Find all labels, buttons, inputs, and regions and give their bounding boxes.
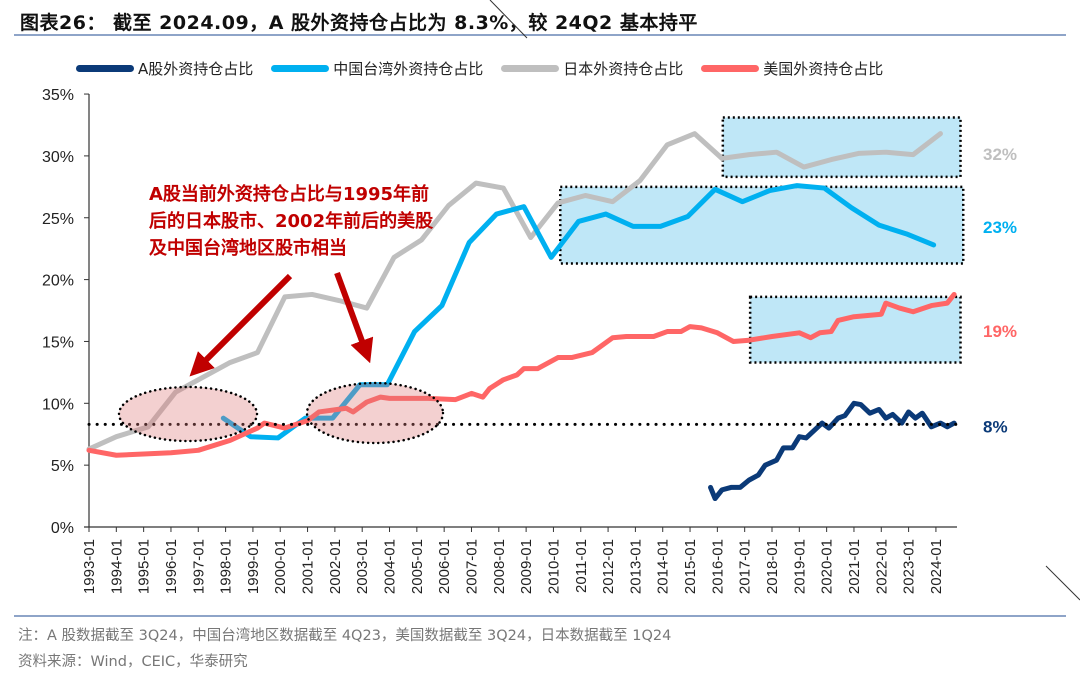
legend-item: A股外资持仓占比 — [76, 58, 253, 79]
annotation-text: 及中国台湾地区股市相当 — [149, 237, 347, 259]
title-divider — [14, 34, 1066, 36]
y-tick-label: 15% — [42, 334, 74, 351]
footer-divider — [14, 615, 1066, 617]
x-tick-label: 2017-01 — [737, 539, 754, 594]
series-end-label: 8% — [983, 417, 1008, 436]
x-tick-label: 2018-01 — [764, 539, 781, 594]
series-line-2 — [86, 131, 943, 452]
x-tick-label: 2008-01 — [491, 539, 508, 594]
chart-source: 资料来源：Wind，CEIC，华泰研究 — [18, 654, 248, 670]
x-tick-label: 2023-01 — [901, 539, 918, 594]
highlight-ellipse — [117, 385, 259, 443]
annotation-text: A股当前外资持仓占比与1995年前 — [149, 183, 429, 205]
legend-swatch — [701, 65, 760, 72]
series-end-label: 23% — [983, 218, 1017, 237]
annotation-arrow — [189, 273, 293, 377]
legend-item: 美国外资持仓占比 — [701, 58, 883, 79]
annotation-arrow — [334, 271, 374, 364]
x-tick-label: 1998-01 — [218, 539, 235, 594]
x-tick-label: 1999-01 — [245, 539, 262, 594]
legend-label: A股外资持仓占比 — [138, 60, 254, 78]
legend-item: 中国台湾外资持仓占比 — [271, 58, 483, 79]
x-tick-label: 2015-01 — [682, 539, 699, 594]
legend: A股外资持仓占比 中国台湾外资持仓占比 日本外资持仓占比 美国外资持仓占比 — [76, 58, 883, 79]
x-tick-label: 2003-01 — [354, 539, 371, 594]
highlight-ellipse — [305, 381, 445, 445]
decorative-line — [489, 0, 528, 39]
x-tick-label: 2009-01 — [518, 539, 535, 594]
decorative-line — [1045, 565, 1080, 601]
x-tick-label: 2005-01 — [409, 539, 426, 594]
legend-item: 日本外资持仓占比 — [501, 58, 683, 79]
y-tick-label: 35% — [42, 87, 74, 104]
y-tick-label: 30% — [42, 149, 74, 166]
x-tick-label: 1997-01 — [190, 539, 207, 594]
x-tick-label: 2013-01 — [627, 539, 644, 594]
x-tick-label: 1993-01 — [81, 539, 98, 594]
x-tick-label: 2006-01 — [436, 539, 453, 594]
x-tick-label: 2022-01 — [873, 539, 890, 594]
legend-label: 中国台湾外资持仓占比 — [333, 60, 484, 78]
x-tick-label: 2010-01 — [545, 539, 562, 594]
x-tick-label: 1996-01 — [163, 539, 180, 594]
legend-swatch — [271, 65, 330, 72]
x-tick-label: 2014-01 — [655, 539, 672, 594]
y-tick-label: 5% — [51, 458, 74, 475]
legend-label: 日本外资持仓占比 — [563, 60, 684, 78]
x-tick-label: 2024-01 — [928, 539, 945, 594]
legend-label: 美国外资持仓占比 — [763, 60, 884, 78]
x-tick-label: 2002-01 — [327, 539, 344, 594]
annotation-text: 后的日本股市、2002年前后的美股 — [149, 210, 434, 232]
x-tick-label: 2011-01 — [573, 539, 590, 593]
y-tick-label: 0% — [51, 520, 74, 537]
y-tick-label: 10% — [42, 396, 74, 413]
x-tick-label: 2021-01 — [846, 539, 863, 594]
legend-swatch — [501, 65, 560, 72]
x-tick-label: 2016-01 — [709, 539, 726, 594]
chart-note: 注：A 股数据截至 3Q24，中国台湾地区数据截至 4Q23，美国数据截至 3Q… — [18, 628, 672, 644]
x-tick-label: 2019-01 — [791, 539, 808, 594]
x-tick-label: 2000-01 — [272, 539, 289, 594]
y-tick-label: 20% — [42, 273, 74, 290]
legend-swatch — [76, 65, 134, 72]
chart-title: 图表26： 截至 2024.09，A 股外资持仓占比为 8.3%，较 24Q2 … — [20, 12, 698, 34]
x-tick-label: 2007-01 — [463, 539, 480, 594]
series-end-label: 32% — [983, 145, 1017, 164]
x-tick-label: 2001-01 — [300, 539, 317, 594]
series-end-label: 19% — [983, 322, 1017, 341]
x-tick-label: 2012-01 — [600, 539, 617, 594]
series-line-0 — [708, 400, 957, 502]
x-tick-label: 1995-01 — [136, 539, 153, 594]
y-tick-label: 25% — [42, 211, 74, 228]
x-tick-label: 2004-01 — [382, 539, 399, 594]
x-tick-label: 1994-01 — [108, 539, 125, 594]
x-tick-label: 2020-01 — [819, 539, 836, 594]
